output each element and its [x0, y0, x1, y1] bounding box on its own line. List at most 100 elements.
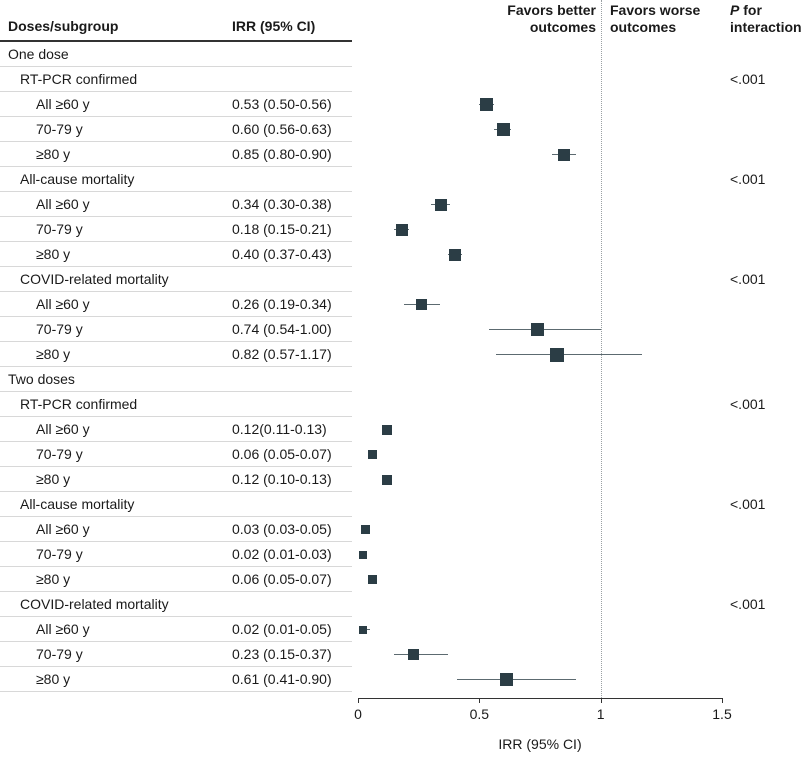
- p-italic: P: [730, 2, 740, 18]
- row-label: ≥80 y: [36, 671, 71, 687]
- forest-row: All ≥60 y 0.34 (0.30-0.38): [0, 192, 810, 217]
- forest-row: ≥80 y 0.82 (0.57-1.17): [0, 342, 810, 367]
- row-divider: [0, 216, 352, 217]
- point-estimate-marker: [358, 550, 367, 559]
- row-label: 70-79 y: [36, 446, 83, 462]
- row-divider: [0, 266, 352, 267]
- favors-worse-label: Favors worse outcomes: [610, 2, 701, 35]
- row-label: 70-79 y: [36, 321, 83, 337]
- row-label: Two doses: [8, 371, 75, 387]
- forest-row: ≥80 y 0.61 (0.41-0.90): [0, 667, 810, 692]
- row-divider: [0, 241, 352, 242]
- favors-better-label: Favors better outcomes: [507, 2, 596, 35]
- row-label: COVID-related mortality: [20, 596, 169, 612]
- row-divider: [0, 641, 352, 642]
- irr-value: 0.12 (0.10-0.13): [232, 471, 332, 487]
- p-for-interaction-header: P for interaction: [730, 2, 802, 36]
- column-header-subgroup: Doses/subgroup: [8, 18, 119, 34]
- row-label: 70-79 y: [36, 646, 83, 662]
- point-estimate-marker: [395, 223, 408, 236]
- forest-row: One dose: [0, 42, 810, 67]
- row-label: All ≥60 y: [36, 621, 90, 637]
- row-divider: [0, 516, 352, 517]
- row-label: All ≥60 y: [36, 421, 90, 437]
- row-divider: [0, 566, 352, 567]
- forest-row: 70-79 y 0.06 (0.05-0.07): [0, 442, 810, 467]
- p-interaction-value: <.001: [730, 171, 766, 187]
- point-estimate-marker: [368, 575, 378, 584]
- irr-value: 0.34 (0.30-0.38): [232, 196, 332, 212]
- x-axis-line: [358, 698, 723, 699]
- x-axis-tick-label: 1.5: [712, 706, 732, 722]
- row-label: RT-PCR confirmed: [20, 396, 138, 412]
- point-estimate-marker: [434, 198, 447, 211]
- forest-row: ≥80 y 0.40 (0.37-0.43): [0, 242, 810, 267]
- x-axis-tick-label: 0.5: [469, 706, 490, 722]
- point-estimate-marker: [449, 248, 462, 261]
- row-divider: [0, 666, 352, 667]
- row-divider: [0, 166, 352, 167]
- row-divider: [0, 291, 352, 292]
- row-divider: [0, 66, 352, 67]
- row-label: COVID-related mortality: [20, 271, 169, 287]
- row-label: 70-79 y: [36, 546, 83, 562]
- irr-value: 0.12(0.11-0.13): [232, 421, 327, 437]
- row-divider: [0, 441, 352, 442]
- x-axis-tick-label: 1: [596, 706, 605, 722]
- x-axis-tick-label: 0: [354, 706, 362, 722]
- irr-value: 0.82 (0.57-1.17): [232, 346, 332, 362]
- forest-row: RT-PCR confirmed <.001: [0, 67, 810, 92]
- irr-value: 0.60 (0.56-0.63): [232, 121, 332, 137]
- row-divider: [0, 691, 352, 692]
- point-estimate-marker: [499, 673, 513, 686]
- irr-value: 0.61 (0.41-0.90): [232, 671, 332, 687]
- row-label: All ≥60 y: [36, 296, 90, 312]
- row-divider: [0, 591, 352, 592]
- row-label: ≥80 y: [36, 146, 71, 162]
- point-estimate-marker: [382, 424, 393, 435]
- p-interaction-value: <.001: [730, 71, 766, 87]
- point-estimate-marker: [480, 98, 494, 111]
- x-axis-title: IRR (95% CI): [498, 736, 582, 752]
- forest-row: 70-79 y 0.02 (0.01-0.03): [0, 542, 810, 567]
- forest-row: All ≥60 y 0.26 (0.19-0.34): [0, 292, 810, 317]
- point-estimate-marker: [368, 450, 378, 459]
- x-axis-tick: [722, 698, 723, 703]
- forest-row: All ≥60 y 0.02 (0.01-0.05): [0, 617, 810, 642]
- row-label: RT-PCR confirmed: [20, 71, 138, 87]
- row-divider: [0, 491, 352, 492]
- irr-value: 0.06 (0.05-0.07): [232, 571, 332, 587]
- row-label: One dose: [8, 46, 69, 62]
- row-label: All-cause mortality: [20, 171, 135, 187]
- column-header-irr: IRR (95% CI): [232, 18, 316, 34]
- forest-row: All-cause mortality <.001: [0, 167, 810, 192]
- irr-value: 0.26 (0.19-0.34): [232, 296, 332, 312]
- row-divider: [0, 341, 352, 342]
- row-divider: [0, 316, 352, 317]
- p-interaction-value: <.001: [730, 396, 766, 412]
- forest-row: COVID-related mortality <.001: [0, 592, 810, 617]
- row-divider: [0, 191, 352, 192]
- confidence-interval-line: [457, 679, 577, 680]
- forest-row: RT-PCR confirmed <.001: [0, 392, 810, 417]
- row-label: ≥80 y: [36, 346, 71, 362]
- confidence-interval-line: [394, 654, 448, 655]
- forest-row: COVID-related mortality <.001: [0, 267, 810, 292]
- row-label: 70-79 y: [36, 121, 83, 137]
- point-estimate-marker: [531, 323, 545, 336]
- x-axis-tick: [358, 698, 359, 703]
- irr-value: 0.85 (0.80-0.90): [232, 146, 332, 162]
- irr-value: 0.40 (0.37-0.43): [232, 246, 332, 262]
- row-label: ≥80 y: [36, 571, 71, 587]
- table-header-rule: [0, 40, 352, 42]
- confidence-interval-line: [489, 329, 601, 330]
- forest-row: ≥80 y 0.85 (0.80-0.90): [0, 142, 810, 167]
- forest-row: 70-79 y 0.18 (0.15-0.21): [0, 217, 810, 242]
- row-divider: [0, 416, 352, 417]
- row-label: All ≥60 y: [36, 196, 90, 212]
- point-estimate-marker: [408, 649, 420, 660]
- forest-row: ≥80 y 0.06 (0.05-0.07): [0, 567, 810, 592]
- x-axis-tick: [479, 698, 481, 703]
- irr-value: 0.06 (0.05-0.07): [232, 446, 332, 462]
- forest-row: 70-79 y 0.74 (0.54-1.00): [0, 317, 810, 342]
